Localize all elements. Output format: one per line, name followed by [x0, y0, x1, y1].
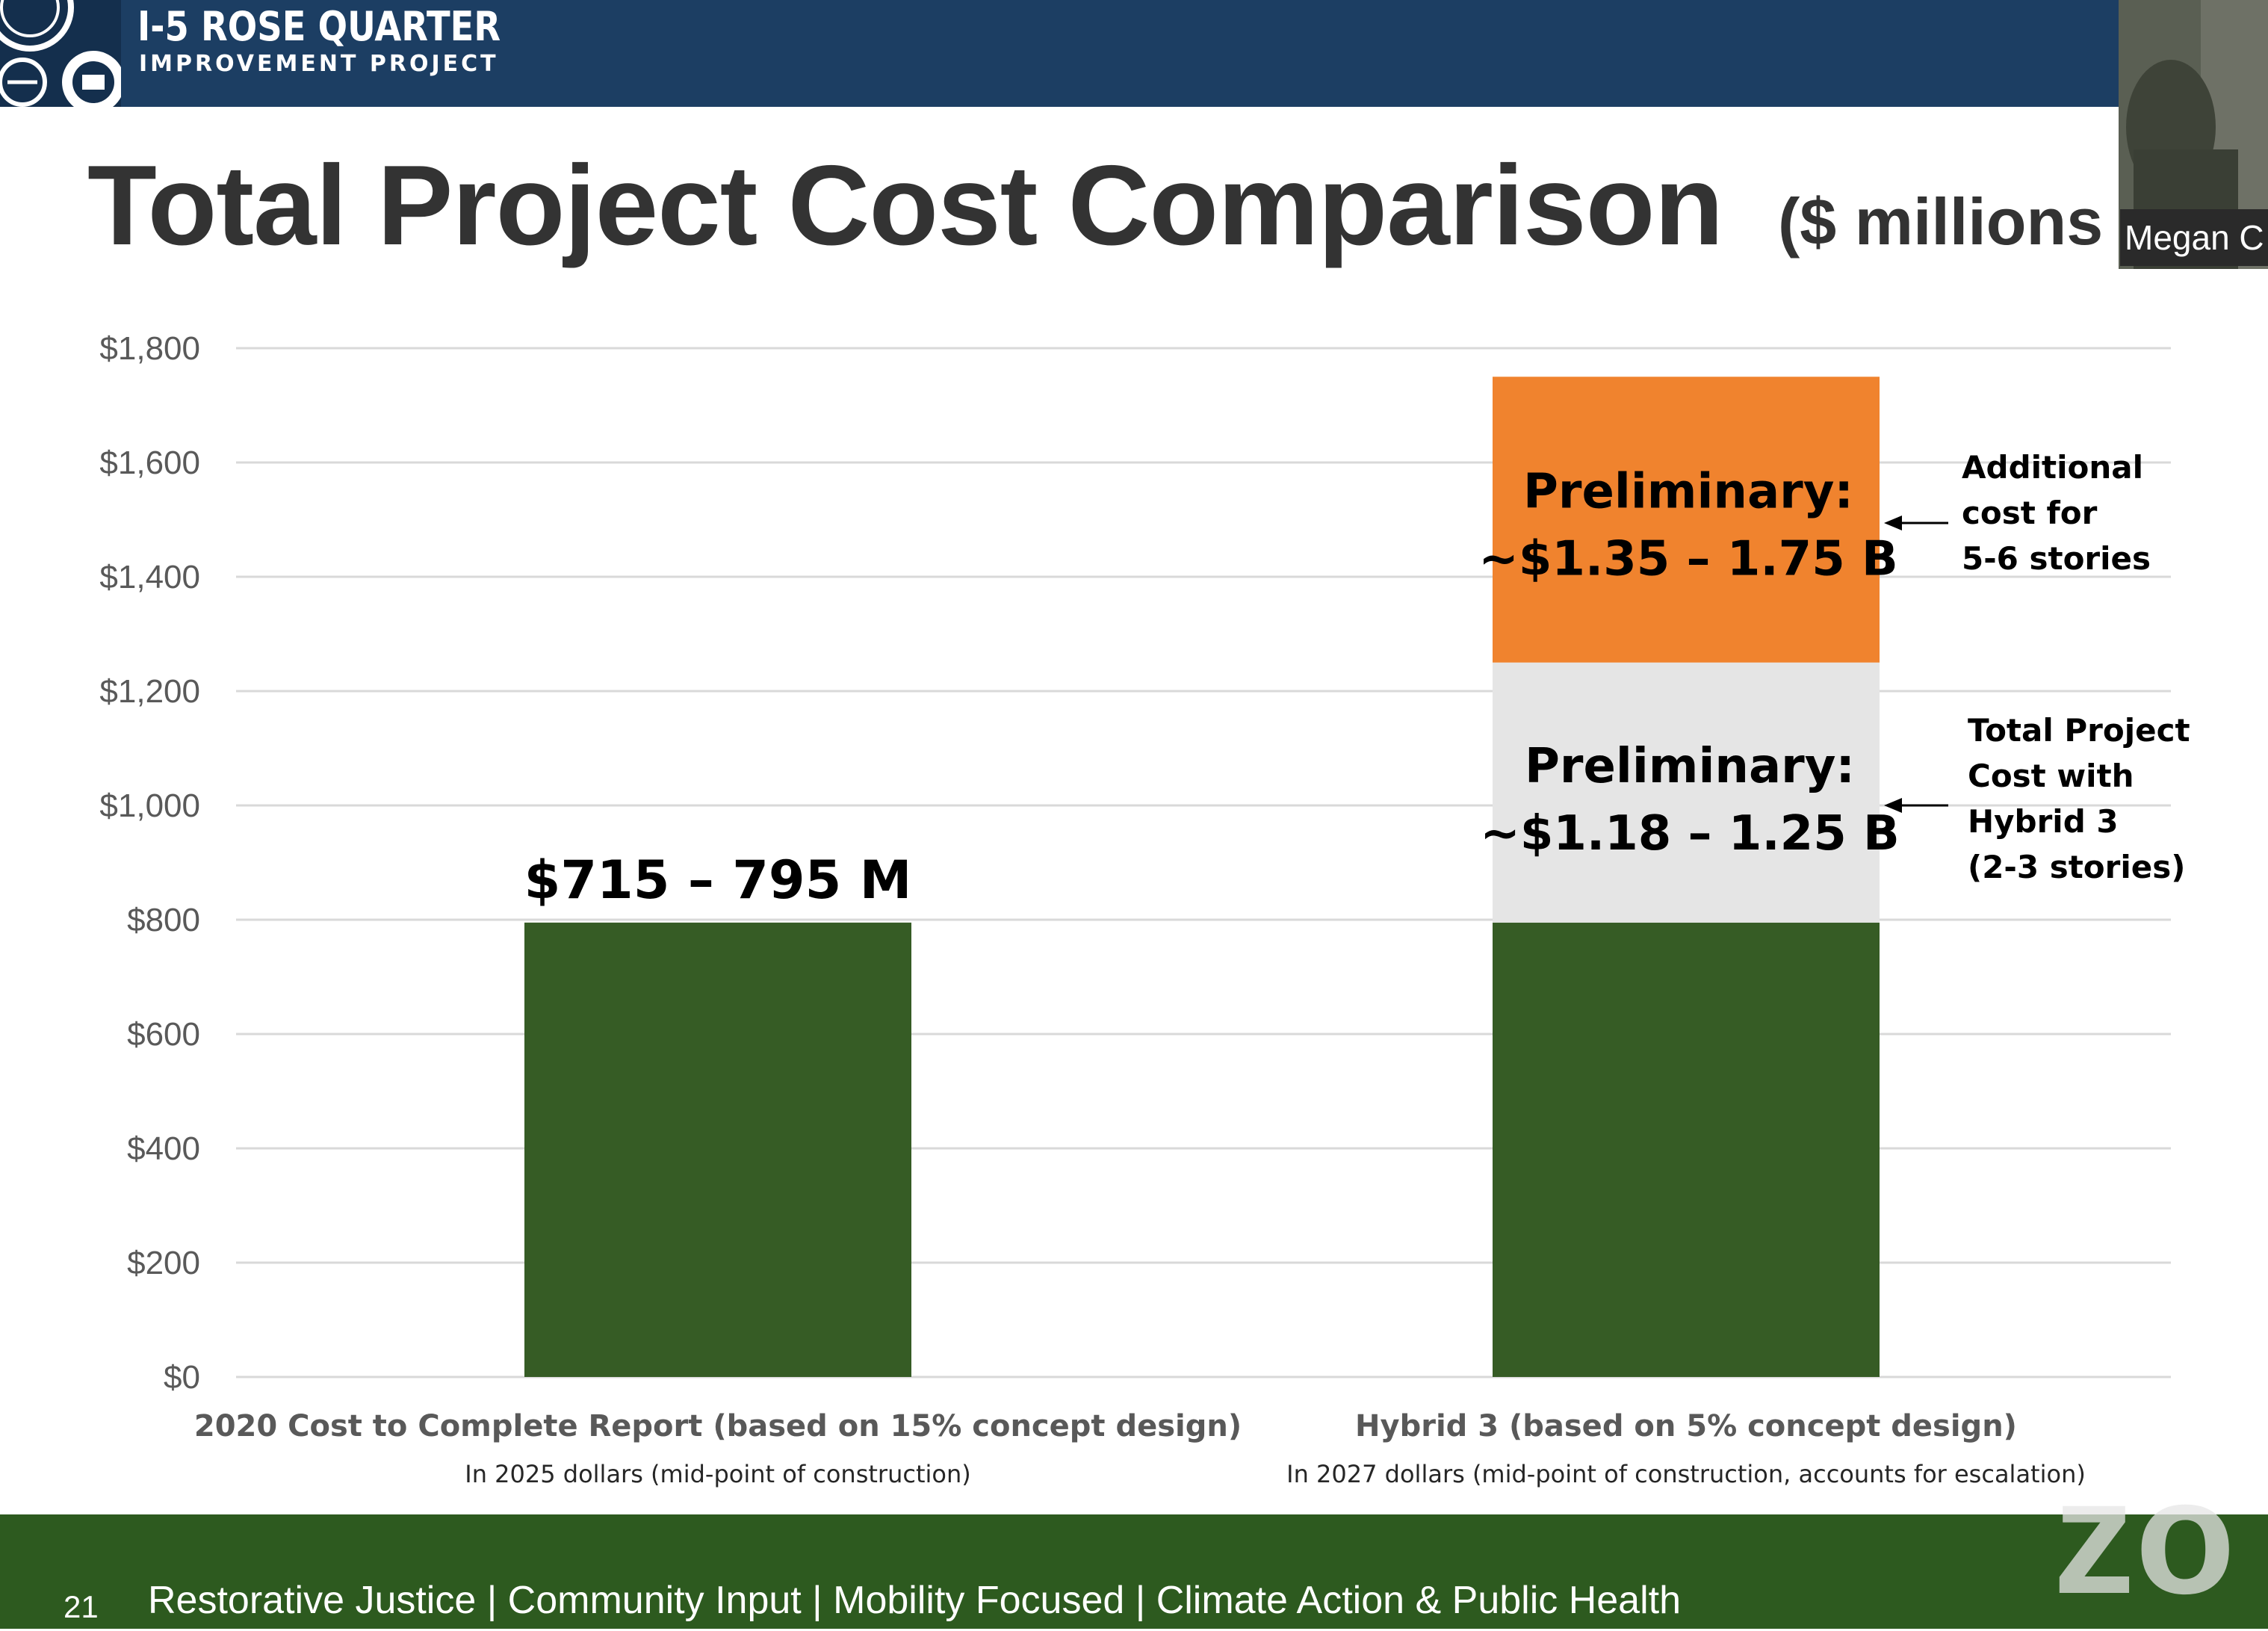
y-tick-label: $1,400: [99, 559, 200, 595]
y-tick-label: $1,600: [99, 445, 200, 481]
x-category-label: 2020 Cost to Complete Report (based on 1…: [194, 1409, 1242, 1443]
annotation-text: Additional: [1962, 449, 2143, 486]
y-tick-label: $800: [127, 902, 200, 938]
slide-title: Total Project Cost Comparison: [87, 142, 1723, 269]
annotation-arrowhead: [1884, 516, 1902, 530]
bar-hybrid3-segment: [1493, 662, 1880, 923]
annotation-text: 5-6 stories: [1962, 540, 2151, 577]
additional-stories-label-line2: ~$1.35 – 1.75 B: [1478, 532, 1898, 587]
y-tick-label: $200: [127, 1245, 200, 1281]
footer-tagline: Restorative Justice | Community Input | …: [148, 1579, 1682, 1622]
logo-subtitle: IMPROVEMENT PROJECT: [139, 51, 499, 77]
hybrid3-label-line2: ~$1.18 – 1.25 B: [1480, 806, 1900, 861]
annotation-text: cost for: [1962, 495, 2098, 531]
logo-emblem-icon: [0, 0, 121, 107]
annotation-text: (2-3 stories): [1968, 849, 2185, 885]
y-tick-label: $1,800: [99, 330, 200, 367]
x-category-note: In 2025 dollars (mid-point of constructi…: [465, 1460, 970, 1488]
page-number: 21: [63, 1589, 99, 1624]
bar-base-segment: [524, 922, 911, 1377]
logo-title: I-5 ROSE QUARTER: [137, 3, 501, 50]
slide-title-unit: ($ millions: [1778, 185, 2104, 259]
y-tick-label: $1,000: [99, 787, 200, 824]
bar-base-segment: [1493, 922, 1880, 1377]
annotation-text: Total Project: [1968, 712, 2190, 749]
annotation-text: Hybrid 3: [1968, 803, 2119, 840]
project-logo: [0, 0, 121, 107]
x-category-label: Hybrid 3 (based on 5% concept design): [1355, 1409, 2017, 1443]
bar-value-label: $715 – 795 M: [524, 849, 912, 911]
y-tick-label: $400: [127, 1130, 200, 1167]
x-category-note: In 2027 dollars (mid-point of constructi…: [1286, 1460, 2086, 1488]
slide-header-bar: [0, 0, 2119, 107]
bar-additional-stories-segment: [1493, 377, 1880, 663]
annotation-arrowhead: [1884, 798, 1902, 813]
participant-name-label: Megan C: [2120, 209, 2268, 266]
hybrid3-label-line1: Preliminary:: [1525, 739, 1855, 794]
annotation-text: Cost with: [1968, 758, 2134, 794]
additional-stories-label-line1: Preliminary:: [1523, 465, 1853, 520]
y-tick-label: $0: [164, 1359, 200, 1396]
y-tick-label: $600: [127, 1016, 200, 1053]
slide-footer-bar: [0, 1514, 2268, 1629]
y-tick-label: $1,200: [99, 673, 200, 710]
zoom-watermark: zo: [2053, 1444, 2236, 1628]
